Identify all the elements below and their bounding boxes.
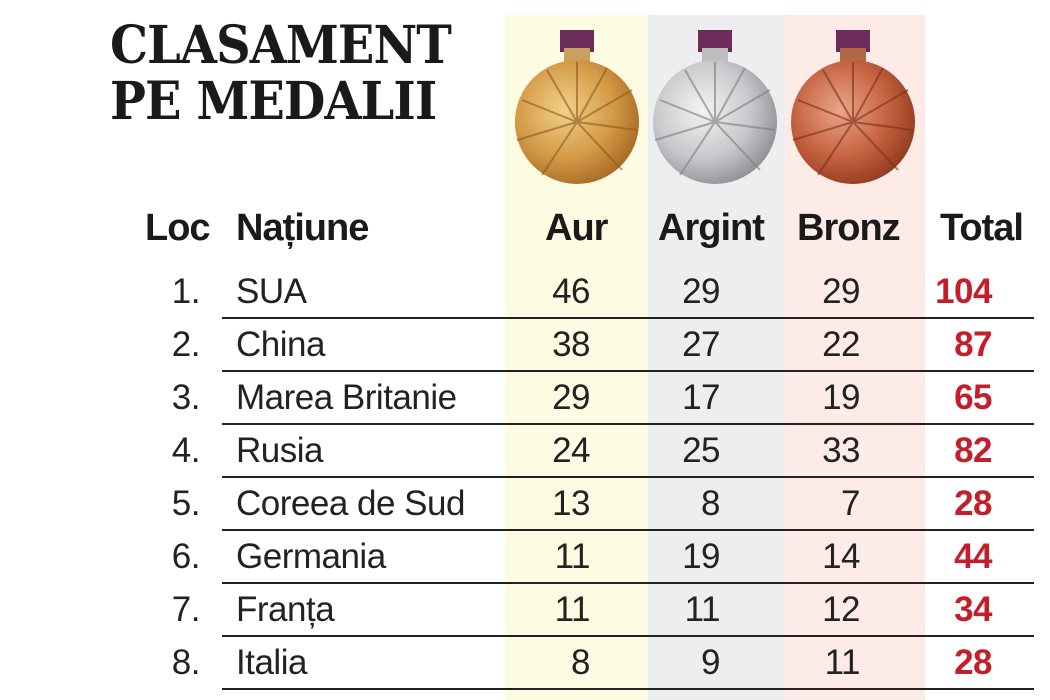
- cell-natiune: Rusia: [236, 431, 323, 470]
- page-title: CLASAMENT PE MEDALII: [110, 15, 452, 132]
- cell-total: 44: [954, 537, 992, 576]
- cell-argint: 19: [682, 537, 720, 576]
- cell-argint: 9: [701, 643, 720, 682]
- row-divider: [222, 582, 1034, 584]
- cell-bronz: 11: [824, 643, 861, 682]
- cell-natiune: Germania: [236, 537, 386, 576]
- header-aur: Aur: [545, 207, 608, 249]
- cell-aur: 13: [552, 484, 590, 523]
- table-row: 8. Italia 8 9 11 28: [0, 637, 1050, 690]
- cell-total: 34: [954, 590, 992, 629]
- cell-bronz: 29: [822, 272, 860, 311]
- cell-aur: 29: [552, 378, 590, 417]
- cell-argint: 11: [684, 590, 721, 629]
- cell-aur: 24: [552, 431, 590, 470]
- header-natiune: Națiune: [236, 207, 369, 249]
- cell-aur: 38: [552, 325, 590, 364]
- row-divider: [222, 317, 1034, 319]
- cell-natiune: Italia: [236, 643, 307, 682]
- cell-argint: 27: [682, 325, 720, 364]
- cell-loc: 7.: [171, 590, 201, 629]
- cell-bronz: 19: [822, 378, 860, 417]
- cell-bronz: 33: [822, 431, 860, 470]
- table-row: 3. Marea Britanie 29 17 19 65: [0, 372, 1050, 425]
- cell-loc: 3.: [171, 378, 201, 417]
- table-row: 2. China 38 27 22 87: [0, 319, 1050, 372]
- row-divider: [222, 688, 1034, 690]
- row-divider: [222, 635, 1034, 637]
- cell-total: 28: [954, 643, 992, 682]
- title-line-1: CLASAMENT: [110, 15, 452, 76]
- cell-natiune: SUA: [236, 272, 307, 311]
- cell-bronz: 7: [841, 484, 860, 523]
- cell-loc: 8.: [171, 643, 201, 682]
- row-divider: [222, 476, 1034, 478]
- cell-bronz: 12: [822, 590, 860, 629]
- table-row: 5. Coreea de Sud 13 8 7 28: [0, 478, 1050, 531]
- table-row: 7. Franța 11 11 12 34: [0, 584, 1050, 637]
- silver-medal-icon: [653, 30, 777, 184]
- cell-natiune: Franța: [236, 590, 335, 629]
- cell-loc: 5.: [171, 484, 201, 523]
- title-line-2: PE MEDALII: [110, 71, 437, 132]
- table-row: 4. Rusia 24 25 33 82: [0, 425, 1050, 478]
- table-row: 1. SUA 46 29 29 104: [0, 266, 1050, 319]
- cell-aur: 11: [554, 590, 591, 629]
- cell-argint: 17: [682, 378, 720, 417]
- cell-argint: 29: [682, 272, 720, 311]
- header-total: Total: [940, 207, 1024, 249]
- cell-total: 65: [954, 378, 992, 417]
- cell-total: 82: [954, 431, 992, 470]
- cell-natiune: Coreea de Sud: [236, 484, 465, 523]
- cell-bronz: 22: [822, 325, 860, 364]
- bronze-medal-icon: [791, 30, 915, 184]
- cell-natiune: Marea Britanie: [236, 378, 457, 417]
- cell-argint: 25: [682, 431, 720, 470]
- cell-total: 104: [935, 272, 992, 311]
- header-loc: Loc: [145, 207, 211, 249]
- cell-natiune: China: [236, 325, 325, 364]
- cell-argint: 8: [701, 484, 720, 523]
- cell-loc: 1.: [171, 272, 201, 311]
- cell-aur: 11: [554, 537, 591, 576]
- row-divider: [222, 423, 1034, 425]
- header-argint: Argint: [658, 207, 765, 249]
- row-divider: [222, 529, 1034, 531]
- header-bronz: Bronz: [797, 207, 901, 249]
- cell-aur: 46: [552, 272, 590, 311]
- cell-loc: 6.: [171, 537, 201, 576]
- cell-loc: 2.: [171, 325, 201, 364]
- cell-bronz: 14: [822, 537, 860, 576]
- row-divider: [222, 370, 1034, 372]
- cell-total: 28: [954, 484, 992, 523]
- table-row: 6. Germania 11 19 14 44: [0, 531, 1050, 584]
- cell-aur: 8: [571, 643, 590, 682]
- cell-total: 87: [954, 325, 992, 364]
- cell-loc: 4.: [171, 431, 201, 470]
- gold-medal-icon: [515, 30, 639, 184]
